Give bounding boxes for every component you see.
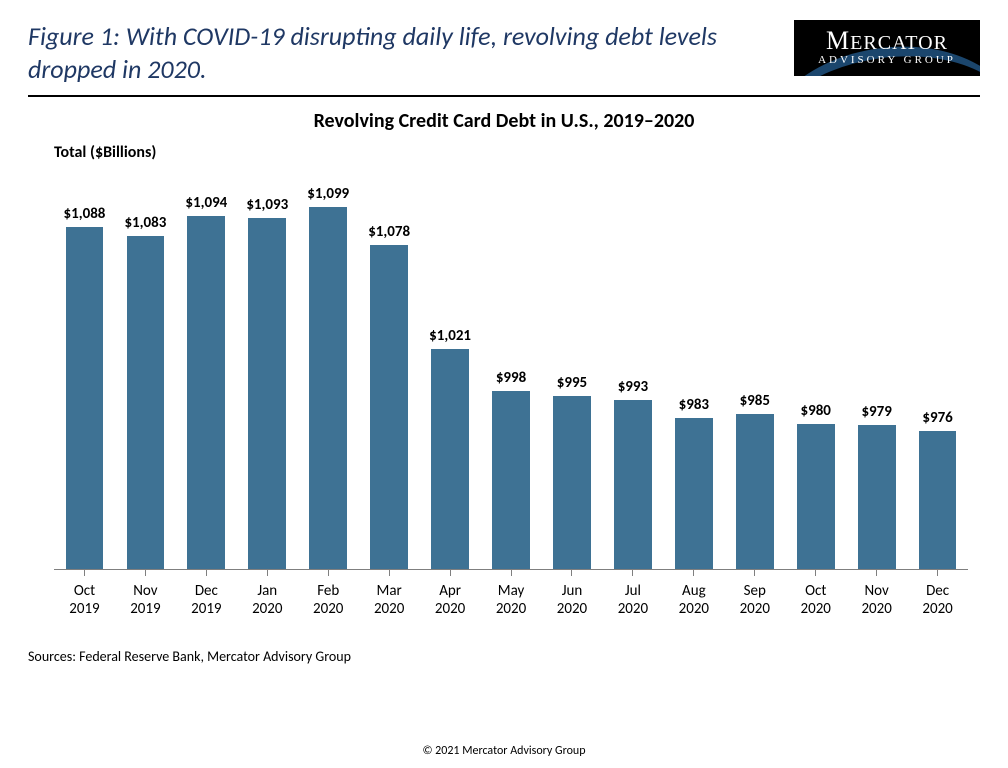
bar-value-label: $979 (846, 403, 907, 421)
x-tick (84, 569, 85, 576)
logo-line1-rest: ERCATOR (850, 32, 948, 54)
bar-value-label: $995 (542, 374, 603, 392)
logo-text: MERCATOR ADVISORY GROUP (794, 26, 980, 66)
bar-slot: $1,099 (298, 170, 359, 569)
bar-value-label: $976 (907, 409, 968, 427)
x-tick (754, 569, 755, 576)
x-axis-label: Jan2020 (237, 576, 298, 630)
x-tick (267, 569, 268, 576)
x-axis-label: Oct2019 (54, 576, 115, 630)
bar (675, 418, 713, 569)
bar (858, 425, 896, 569)
x-axis-label: Sep2020 (724, 576, 785, 630)
bar-slot: $1,088 (54, 170, 115, 569)
figure-title: Figure 1: With COVID-19 disrupting daily… (28, 20, 778, 85)
copyright-text: © 2021 Mercator Advisory Group (0, 744, 1008, 758)
bar (553, 396, 591, 569)
header-row: Figure 1: With COVID-19 disrupting daily… (0, 0, 1008, 85)
x-axis-label: Jun2020 (542, 576, 603, 630)
sources-text: Sources: Federal Reserve Bank, Mercator … (28, 648, 1008, 665)
bar-value-label: $1,021 (420, 327, 481, 345)
bar-slot: $995 (542, 170, 603, 569)
y-axis-label: Total ($Billions) (54, 143, 1008, 162)
bar-value-label: $1,083 (115, 214, 176, 232)
x-axis-label: Dec2020 (907, 576, 968, 630)
bar (187, 216, 225, 569)
bar-slot: $985 (724, 170, 785, 569)
bar (492, 391, 530, 569)
bar-value-label: $1,093 (237, 196, 298, 214)
bar-value-label: $983 (663, 396, 724, 414)
x-tick (328, 569, 329, 576)
x-tick (693, 569, 694, 576)
chart-area: $1,088$1,083$1,094$1,093$1,099 $1,078 $1,0… (54, 170, 968, 630)
bar (736, 414, 774, 569)
x-tick (571, 569, 572, 576)
x-tick (145, 569, 146, 576)
bar-slot: $1,093 (237, 170, 298, 569)
bar-slot: $1,083 (115, 170, 176, 569)
bar-slot: $1,078 (359, 170, 420, 569)
bar-slot: $979 (846, 170, 907, 569)
bar-slot: $1,021 (420, 170, 481, 569)
bar (797, 424, 835, 569)
x-tick (389, 569, 390, 576)
x-axis-label: Jul2020 (602, 576, 663, 630)
bar (66, 227, 104, 569)
bar (309, 207, 347, 569)
bar-value-label: $993 (602, 378, 663, 396)
bar-value-label: $998 (481, 369, 542, 387)
x-axis-label: Feb2020 (298, 576, 359, 630)
x-axis-label: Nov2020 (846, 576, 907, 630)
x-axis-label: Oct2020 (785, 576, 846, 630)
bar (248, 218, 286, 569)
x-axis-label: Nov2019 (115, 576, 176, 630)
chart-title: Revolving Credit Card Debt in U.S., 2019… (0, 109, 1008, 133)
bar-value-label: $980 (785, 402, 846, 420)
header-rule (28, 95, 980, 97)
bar-slot: $983 (663, 170, 724, 569)
x-tick (206, 569, 207, 576)
bar-slot: $980 (785, 170, 846, 569)
x-axis-label: May2020 (481, 576, 542, 630)
logo-line1-big: M (826, 26, 850, 55)
bar-value-label: $1,078 (359, 223, 420, 241)
logo-line2: ADVISORY GROUP (794, 54, 980, 66)
bar-value-label: $1,099 (298, 185, 359, 203)
bar (127, 236, 165, 569)
bar-value-label: $1,094 (176, 194, 237, 212)
x-tick (450, 569, 451, 576)
bar (370, 245, 408, 569)
bar (919, 431, 957, 569)
brand-logo: MERCATOR ADVISORY GROUP (794, 20, 980, 76)
x-axis-label: Mar2020 (359, 576, 420, 630)
bar-slot: $976 (907, 170, 968, 569)
x-tick (937, 569, 938, 576)
bar (431, 349, 469, 569)
x-tick (511, 569, 512, 576)
x-tick (876, 569, 877, 576)
bar-value-label: $985 (724, 392, 785, 410)
x-axis-labels: Oct2019Nov2019Dec2019Jan2020Feb2020Mar20… (54, 576, 968, 630)
bar-slot: $993 (602, 170, 663, 569)
x-axis-label: Aug2020 (663, 576, 724, 630)
plot-region: $1,088$1,083$1,094$1,093$1,099 $1,078 $1,0… (54, 170, 968, 570)
x-tick (815, 569, 816, 576)
x-axis-label: Dec2019 (176, 576, 237, 630)
x-tick (632, 569, 633, 576)
bar-value-label: $1,088 (54, 205, 115, 223)
bar-slot: $1,094 (176, 170, 237, 569)
bar-slot: $998 (481, 170, 542, 569)
bar (614, 400, 652, 569)
x-axis-label: Apr2020 (420, 576, 481, 630)
page: Figure 1: With COVID-19 disrupting daily… (0, 0, 1008, 768)
